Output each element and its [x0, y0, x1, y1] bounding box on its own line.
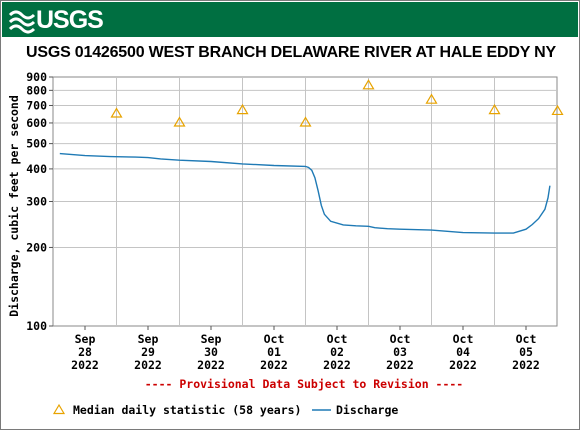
x-tick-label: 2022 — [386, 358, 414, 372]
x-tick-label: 30 — [204, 345, 218, 359]
usgs-logo-text[interactable]: USGS — [36, 6, 104, 34]
median-triangle-point — [173, 116, 186, 127]
y-tick-label: 100 — [26, 319, 47, 333]
y-tick-label: 200 — [26, 240, 47, 254]
x-tick-label: 2022 — [449, 358, 477, 372]
median-triangle-point — [362, 79, 375, 90]
median-triangle-point — [551, 104, 564, 116]
y-tick-label: 900 — [26, 70, 47, 84]
x-tick-label: 04 — [456, 345, 470, 359]
y-tick-label: 700 — [26, 98, 47, 112]
median-triangle-point — [236, 103, 249, 115]
y-tick-label: 800 — [26, 83, 47, 97]
x-tick-label: Oct — [516, 332, 537, 346]
median-triangle-point — [425, 93, 438, 104]
x-tick-label: 02 — [330, 345, 344, 359]
y-tick-label: 500 — [26, 137, 47, 151]
legend: Median daily statistic (58 years) Discha… — [52, 403, 398, 417]
legend-median-triangle-icon — [52, 403, 66, 415]
x-tick-label: 2022 — [71, 358, 99, 372]
median-triangle-point — [299, 116, 312, 127]
legend-median-label: Median daily statistic (58 years) — [73, 403, 301, 417]
y-tick-label: 400 — [26, 162, 47, 176]
x-tick-label: Oct — [453, 332, 474, 346]
discharge-series-line — [59, 152, 551, 234]
usgs-banner: USGS — [2, 2, 578, 37]
x-tick-label: 01 — [267, 345, 281, 359]
chart-title: USGS 01426500 WEST BRANCH DELAWARE RIVER… — [26, 44, 556, 61]
y-tick-label: 300 — [26, 195, 47, 209]
x-tick-label: 2022 — [197, 358, 225, 372]
x-tick-label: 2022 — [260, 358, 288, 372]
x-tick-label: Sep — [138, 332, 159, 346]
legend-discharge-label: Discharge — [336, 403, 398, 417]
x-tick-label: 29 — [141, 345, 155, 359]
x-tick-label: 28 — [78, 345, 92, 359]
x-tick-label: 2022 — [512, 358, 540, 372]
x-tick-label: 2022 — [323, 358, 351, 372]
provisional-note: ---- Provisional Data Subject to Revisio… — [145, 377, 464, 391]
median-triangle-point — [488, 103, 501, 115]
usgs-wave-logo-icon — [8, 10, 36, 34]
median-triangle-point — [110, 107, 123, 118]
x-tick-label: 05 — [519, 345, 533, 359]
x-tick-label: 2022 — [134, 358, 162, 372]
y-axis-label: Discharge, cubic feet per second — [7, 95, 21, 317]
y-tick-label: 600 — [26, 116, 47, 130]
x-tick-label: Sep — [75, 332, 96, 346]
x-tick-label: 03 — [393, 345, 407, 359]
x-tick-label: Oct — [264, 332, 285, 346]
x-tick-label: Oct — [390, 332, 411, 346]
x-tick-label: Sep — [201, 332, 222, 346]
x-tick-label: Oct — [327, 332, 348, 346]
